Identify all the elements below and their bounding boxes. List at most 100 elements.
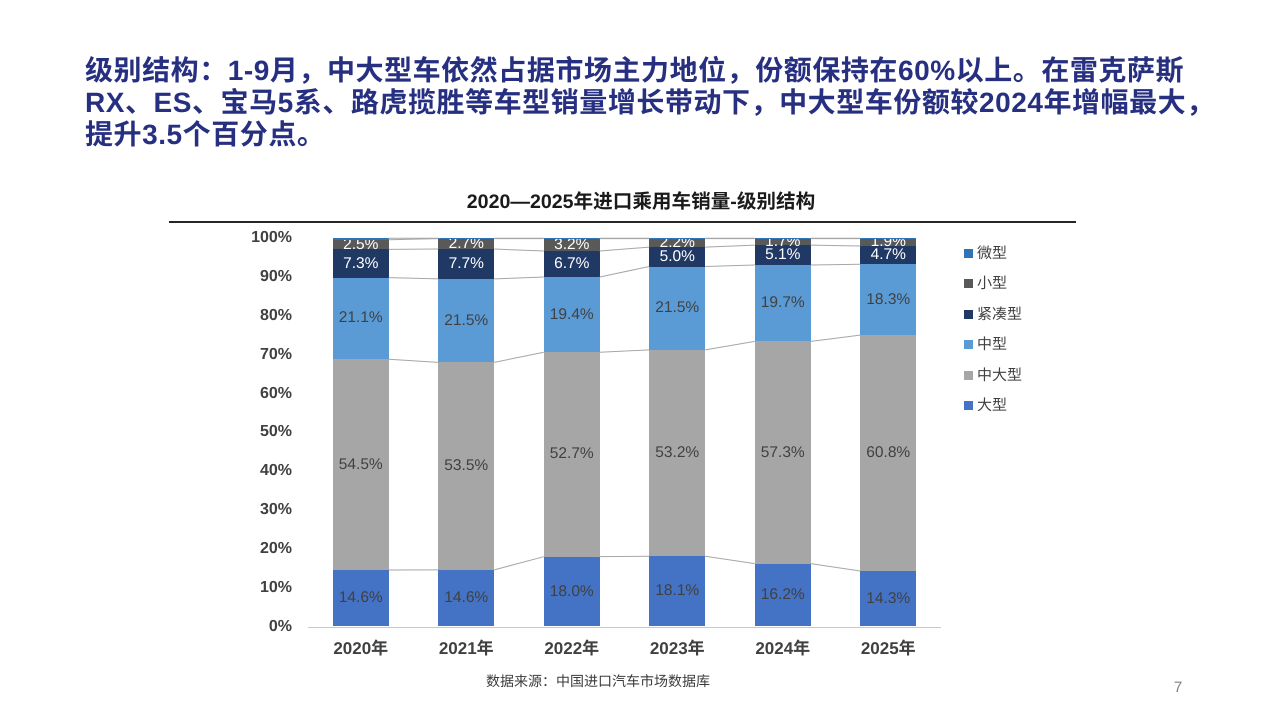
headline-line-2: RX、ES、宝马5系、路虎揽胜等车型销量增长带动下，中大型车份额较2024年增幅… bbox=[85, 87, 1215, 118]
legend-swatch-大型 bbox=[964, 401, 973, 410]
bar-segment-小型-2024年 bbox=[754, 238, 811, 246]
data-label: 4.7% bbox=[870, 246, 906, 264]
y-axis-tick-label: 70% bbox=[259, 345, 292, 363]
data-label: 1.9% bbox=[870, 233, 906, 251]
bar-segment-紧凑型-2022年 bbox=[543, 251, 600, 277]
bar-segment-中型-2025年 bbox=[860, 264, 917, 336]
bar-segment-大型-2020年 bbox=[332, 570, 389, 627]
data-label: 14.3% bbox=[866, 589, 911, 607]
data-label: 21.5% bbox=[444, 311, 489, 329]
data-label: 60.8% bbox=[866, 444, 911, 462]
bar-segment-中大型-2020年 bbox=[332, 359, 389, 571]
bar-segment-紧凑型-2025年 bbox=[860, 245, 917, 265]
legend-label: 中大型 bbox=[977, 366, 1023, 384]
data-label: 52.7% bbox=[549, 445, 594, 463]
legend-swatch-中大型 bbox=[964, 370, 973, 380]
bar-segment-紧凑型-2024年 bbox=[754, 245, 811, 265]
legend-label: 微型 bbox=[977, 245, 1008, 262]
x-axis-category-label: 2023年 bbox=[649, 639, 705, 658]
bar-segment-紧凑型-2023年 bbox=[649, 247, 706, 267]
y-axis-tick-label: 40% bbox=[259, 462, 292, 480]
y-axis-tick-label: 80% bbox=[259, 306, 292, 324]
data-label: 18.1% bbox=[655, 582, 700, 600]
data-label: 5.0% bbox=[659, 247, 695, 265]
bar-segment-小型-2020年 bbox=[332, 239, 389, 250]
data-label: 21.5% bbox=[655, 299, 700, 317]
bar-segment-中大型-2025年 bbox=[860, 335, 917, 572]
data-label: 3.2% bbox=[554, 235, 590, 253]
legend-label: 小型 bbox=[977, 275, 1008, 293]
data-label: 21.1% bbox=[338, 309, 383, 327]
data-label: 53.5% bbox=[444, 457, 489, 475]
headline-line-1: 级别结构：1-9月，中大型车依然占据市场主力地位，份额保持在60%以上。在雷克萨… bbox=[85, 55, 1185, 86]
x-axis-category-label: 2024年 bbox=[755, 639, 811, 658]
page-number: 7 bbox=[1173, 679, 1183, 696]
x-axis-category-label: 2025年 bbox=[860, 639, 916, 658]
data-label: 5.1% bbox=[765, 246, 801, 264]
bar-segment-中型-2021年 bbox=[438, 278, 495, 363]
bar-segment-中大型-2023年 bbox=[649, 349, 706, 557]
chart-title: 2020—2025年进口乘用车销量-级别结构 bbox=[466, 191, 816, 213]
bar-segment-小型-2021年 bbox=[438, 238, 495, 250]
data-label: 14.6% bbox=[444, 589, 489, 607]
y-axis-tick-label: 50% bbox=[259, 423, 292, 441]
bar-segment-大型-2024年 bbox=[754, 563, 811, 627]
y-axis-tick-label: 60% bbox=[259, 384, 292, 402]
bar-segment-紧凑型-2020年 bbox=[332, 249, 389, 278]
legend-swatch-微型 bbox=[964, 249, 973, 258]
x-axis-category-label: 2022年 bbox=[544, 639, 600, 658]
y-axis-tick-label: 10% bbox=[259, 578, 292, 596]
bar-segment-小型-2023年 bbox=[649, 238, 706, 248]
headline: 级别结构：1-9月，中大型车依然占据市场主力地位，份额保持在60%以上。在雷克萨… bbox=[85, 55, 1215, 151]
data-source-note: 数据来源：中国进口汽车市场数据库 bbox=[486, 673, 710, 689]
data-label: 54.5% bbox=[338, 455, 383, 473]
data-label: 18.0% bbox=[549, 582, 594, 600]
bar-segment-中型-2023年 bbox=[649, 266, 706, 350]
bar-segment-中大型-2021年 bbox=[438, 362, 495, 570]
y-axis-tick-label: 30% bbox=[259, 501, 292, 518]
bar-segment-微型-2020年 bbox=[332, 238, 389, 240]
y-axis-tick-label: 100% bbox=[251, 229, 292, 247]
headline-line-3: 提升3.5个百分点。 bbox=[85, 119, 326, 150]
data-label: 7.7% bbox=[448, 254, 484, 272]
bar-segment-大型-2022年 bbox=[543, 556, 600, 627]
legend-swatch-小型 bbox=[964, 279, 973, 289]
data-label: 14.6% bbox=[338, 589, 383, 607]
bar-segment-小型-2025年 bbox=[860, 238, 917, 246]
bar-segment-小型-2022年 bbox=[543, 238, 600, 251]
y-axis-tick-label: 20% bbox=[259, 539, 292, 557]
bar-segment-中型-2024年 bbox=[754, 264, 811, 342]
x-axis-line bbox=[308, 626, 941, 628]
data-label: 2.5% bbox=[343, 235, 379, 253]
legend-label: 中型 bbox=[977, 336, 1008, 354]
legend-label: 大型 bbox=[977, 397, 1008, 414]
bar-segment-中型-2022年 bbox=[543, 276, 600, 353]
bar-segment-大型-2021年 bbox=[438, 569, 495, 627]
data-label: 18.3% bbox=[866, 290, 911, 308]
bar-segment-中型-2020年 bbox=[332, 277, 389, 360]
legend-swatch-紧凑型 bbox=[964, 309, 973, 319]
x-axis-category-label: 2020年 bbox=[333, 639, 389, 658]
y-axis-tick-label: 90% bbox=[259, 268, 292, 286]
data-label: 6.7% bbox=[554, 254, 590, 272]
data-label: 16.2% bbox=[760, 586, 805, 604]
data-label: 19.7% bbox=[760, 294, 805, 312]
data-label: 1.7% bbox=[765, 232, 801, 250]
bar-segment-中大型-2022年 bbox=[543, 352, 600, 557]
y-axis-tick-label: 0% bbox=[268, 617, 292, 635]
legend-swatch-中型 bbox=[964, 340, 973, 350]
bar-segment-大型-2025年 bbox=[860, 571, 917, 627]
data-label: 2.7% bbox=[448, 234, 484, 252]
bar-segment-中大型-2024年 bbox=[754, 341, 811, 564]
data-label: 7.3% bbox=[343, 254, 379, 272]
data-label: 53.2% bbox=[655, 444, 700, 462]
data-label: 57.3% bbox=[760, 443, 805, 461]
x-axis-category-label: 2021年 bbox=[438, 639, 494, 658]
bar-segment-大型-2023年 bbox=[649, 556, 706, 627]
data-label: 19.4% bbox=[549, 305, 594, 323]
bar-segment-紧凑型-2021年 bbox=[438, 249, 495, 279]
legend-label: 紧凑型 bbox=[977, 305, 1023, 323]
